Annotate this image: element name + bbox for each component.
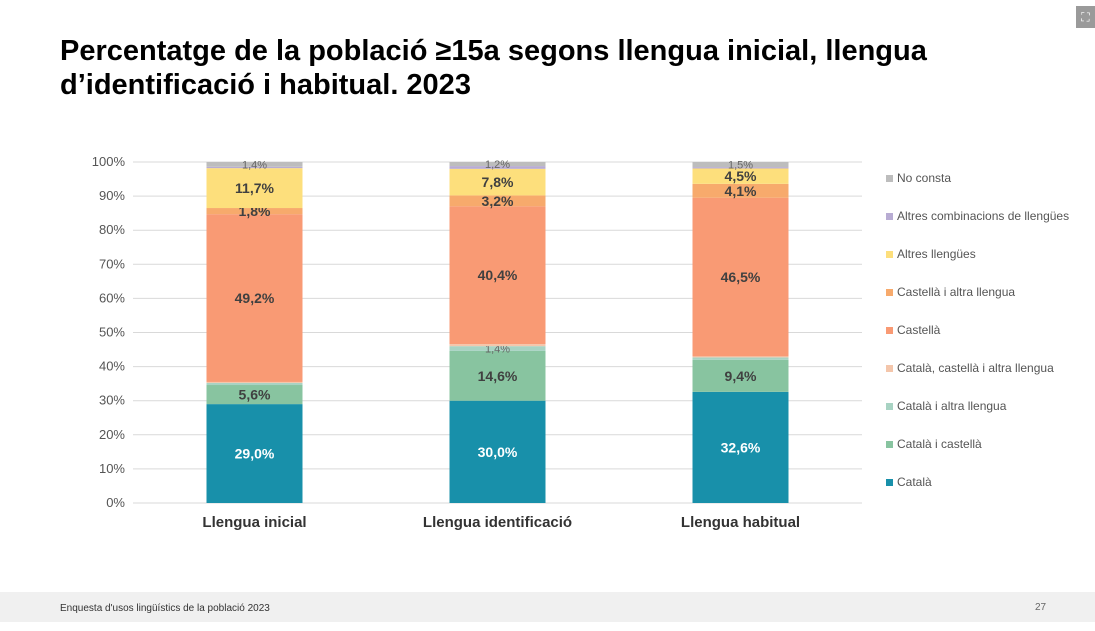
x-category-label: Llengua identificació — [423, 514, 572, 531]
y-tick-label: 60% — [99, 290, 125, 305]
data-label: 9,4% — [725, 368, 757, 384]
legend-swatch — [886, 440, 893, 448]
expand-icon[interactable]: ⛶ — [1076, 6, 1095, 28]
bar-segment — [449, 344, 546, 347]
legend-label: Altres llengües — [897, 247, 976, 261]
y-tick-label: 40% — [99, 359, 125, 374]
legend-item: Castellà i altra llengua — [886, 285, 1015, 299]
page-title: Percentatge de la població ≥15a segons l… — [60, 35, 927, 101]
bar-segment — [692, 162, 789, 168]
y-tick-label: 50% — [99, 325, 125, 340]
legend-item: No consta — [886, 171, 951, 185]
legend-label: Castellà — [897, 323, 941, 337]
bar-segment — [692, 359, 789, 392]
legend-swatch — [886, 212, 893, 220]
data-label: 1,4% — [242, 159, 267, 171]
legend-label: Català i altra llengua — [897, 399, 1007, 413]
legend-item: Català i altra llengua — [886, 399, 1006, 413]
legend-label: Català, castellà i altra llengua — [897, 361, 1054, 375]
bar-segment — [449, 166, 546, 169]
bar-segment — [449, 168, 546, 196]
legend-swatch — [886, 250, 893, 258]
data-label: 1,2% — [485, 159, 510, 171]
bar-segment — [206, 381, 303, 383]
y-tick-label: 90% — [99, 188, 125, 203]
legend-label: Català — [897, 475, 932, 489]
data-label: 5,6% — [239, 387, 271, 403]
data-label: 29,0% — [235, 446, 275, 462]
legend-item: Català — [886, 475, 932, 489]
y-tick-label: 0% — [106, 495, 125, 510]
x-category-label: Llengua inicial — [202, 514, 306, 531]
bar-segment — [449, 400, 546, 503]
y-tick-label: 10% — [99, 461, 125, 476]
data-label: 14,6% — [478, 368, 518, 384]
legend-swatch — [886, 364, 893, 372]
bar-segment — [206, 162, 303, 167]
legend-label: No consta — [897, 171, 952, 185]
bar-segment — [692, 183, 789, 198]
bar-segment — [449, 206, 546, 345]
data-label: 4,5% — [725, 168, 757, 184]
legend-swatch — [886, 288, 893, 296]
data-label: 46,5% — [721, 269, 761, 285]
x-category-label: Llengua habitual — [681, 514, 800, 531]
y-tick-label: 20% — [99, 427, 125, 442]
bar-segment — [449, 346, 546, 351]
legend-item: Altres llengües — [886, 247, 976, 261]
bar-segment — [206, 404, 303, 503]
data-label: 7,8% — [482, 174, 514, 190]
legend-swatch — [886, 326, 893, 334]
legend-label: Castellà i altra llengua — [897, 285, 1016, 299]
data-label: 32,6% — [721, 439, 761, 455]
bar-segment — [692, 197, 789, 357]
legend-swatch — [886, 174, 893, 182]
data-label: 11,7% — [235, 180, 274, 196]
legend-item: Altres combinacions de llengües — [886, 209, 1069, 223]
legend-item: Català i castellà — [886, 437, 982, 451]
bar-segment — [692, 357, 789, 360]
legend-item: Català, castellà i altra llengua — [886, 361, 1054, 375]
stacked-bar-chart: 0% 10% 20% 30% 40% 50% 60% 70% 80% 90% 100% 29,0% 5,… — [92, 154, 862, 531]
legend-swatch — [886, 402, 893, 410]
bar-segment — [206, 382, 303, 386]
bar-segment — [449, 195, 546, 207]
y-tick-label: 80% — [99, 222, 125, 237]
bar-segment — [449, 162, 546, 167]
data-label: 1,4% — [485, 344, 510, 356]
data-label: 40,4% — [478, 267, 518, 283]
bar-segment — [692, 391, 789, 503]
data-label: 3,2% — [482, 193, 514, 209]
legend-item: Castellà — [886, 323, 940, 337]
bar-segment — [692, 168, 789, 184]
y-tick-label: 70% — [99, 256, 125, 271]
bar-segment — [206, 208, 303, 215]
bar-segment — [449, 350, 546, 401]
legend-label: Català i castellà — [897, 437, 982, 451]
bar-segment — [692, 167, 789, 169]
bar-segment — [206, 166, 303, 169]
data-label: 30,0% — [478, 444, 518, 460]
legend-label: Altres combinacions de llengües — [897, 209, 1070, 223]
page-number: 27 — [1035, 602, 1047, 613]
footer-source: Enquesta d'usos lingüístics de la poblac… — [60, 603, 270, 614]
footer: Enquesta d'usos lingüístics de la poblac… — [0, 592, 1095, 622]
bar-segment — [692, 356, 789, 358]
data-label: 49,2% — [235, 290, 275, 306]
y-tick-label: 30% — [99, 393, 125, 408]
y-tick-label: 100% — [92, 154, 126, 169]
data-label: 1,5% — [728, 160, 753, 172]
data-label: 4,1% — [725, 183, 757, 199]
bar-segment — [206, 168, 303, 209]
bar-segment — [206, 214, 303, 382]
bar-segment — [206, 385, 303, 405]
legend-swatch — [886, 478, 893, 486]
